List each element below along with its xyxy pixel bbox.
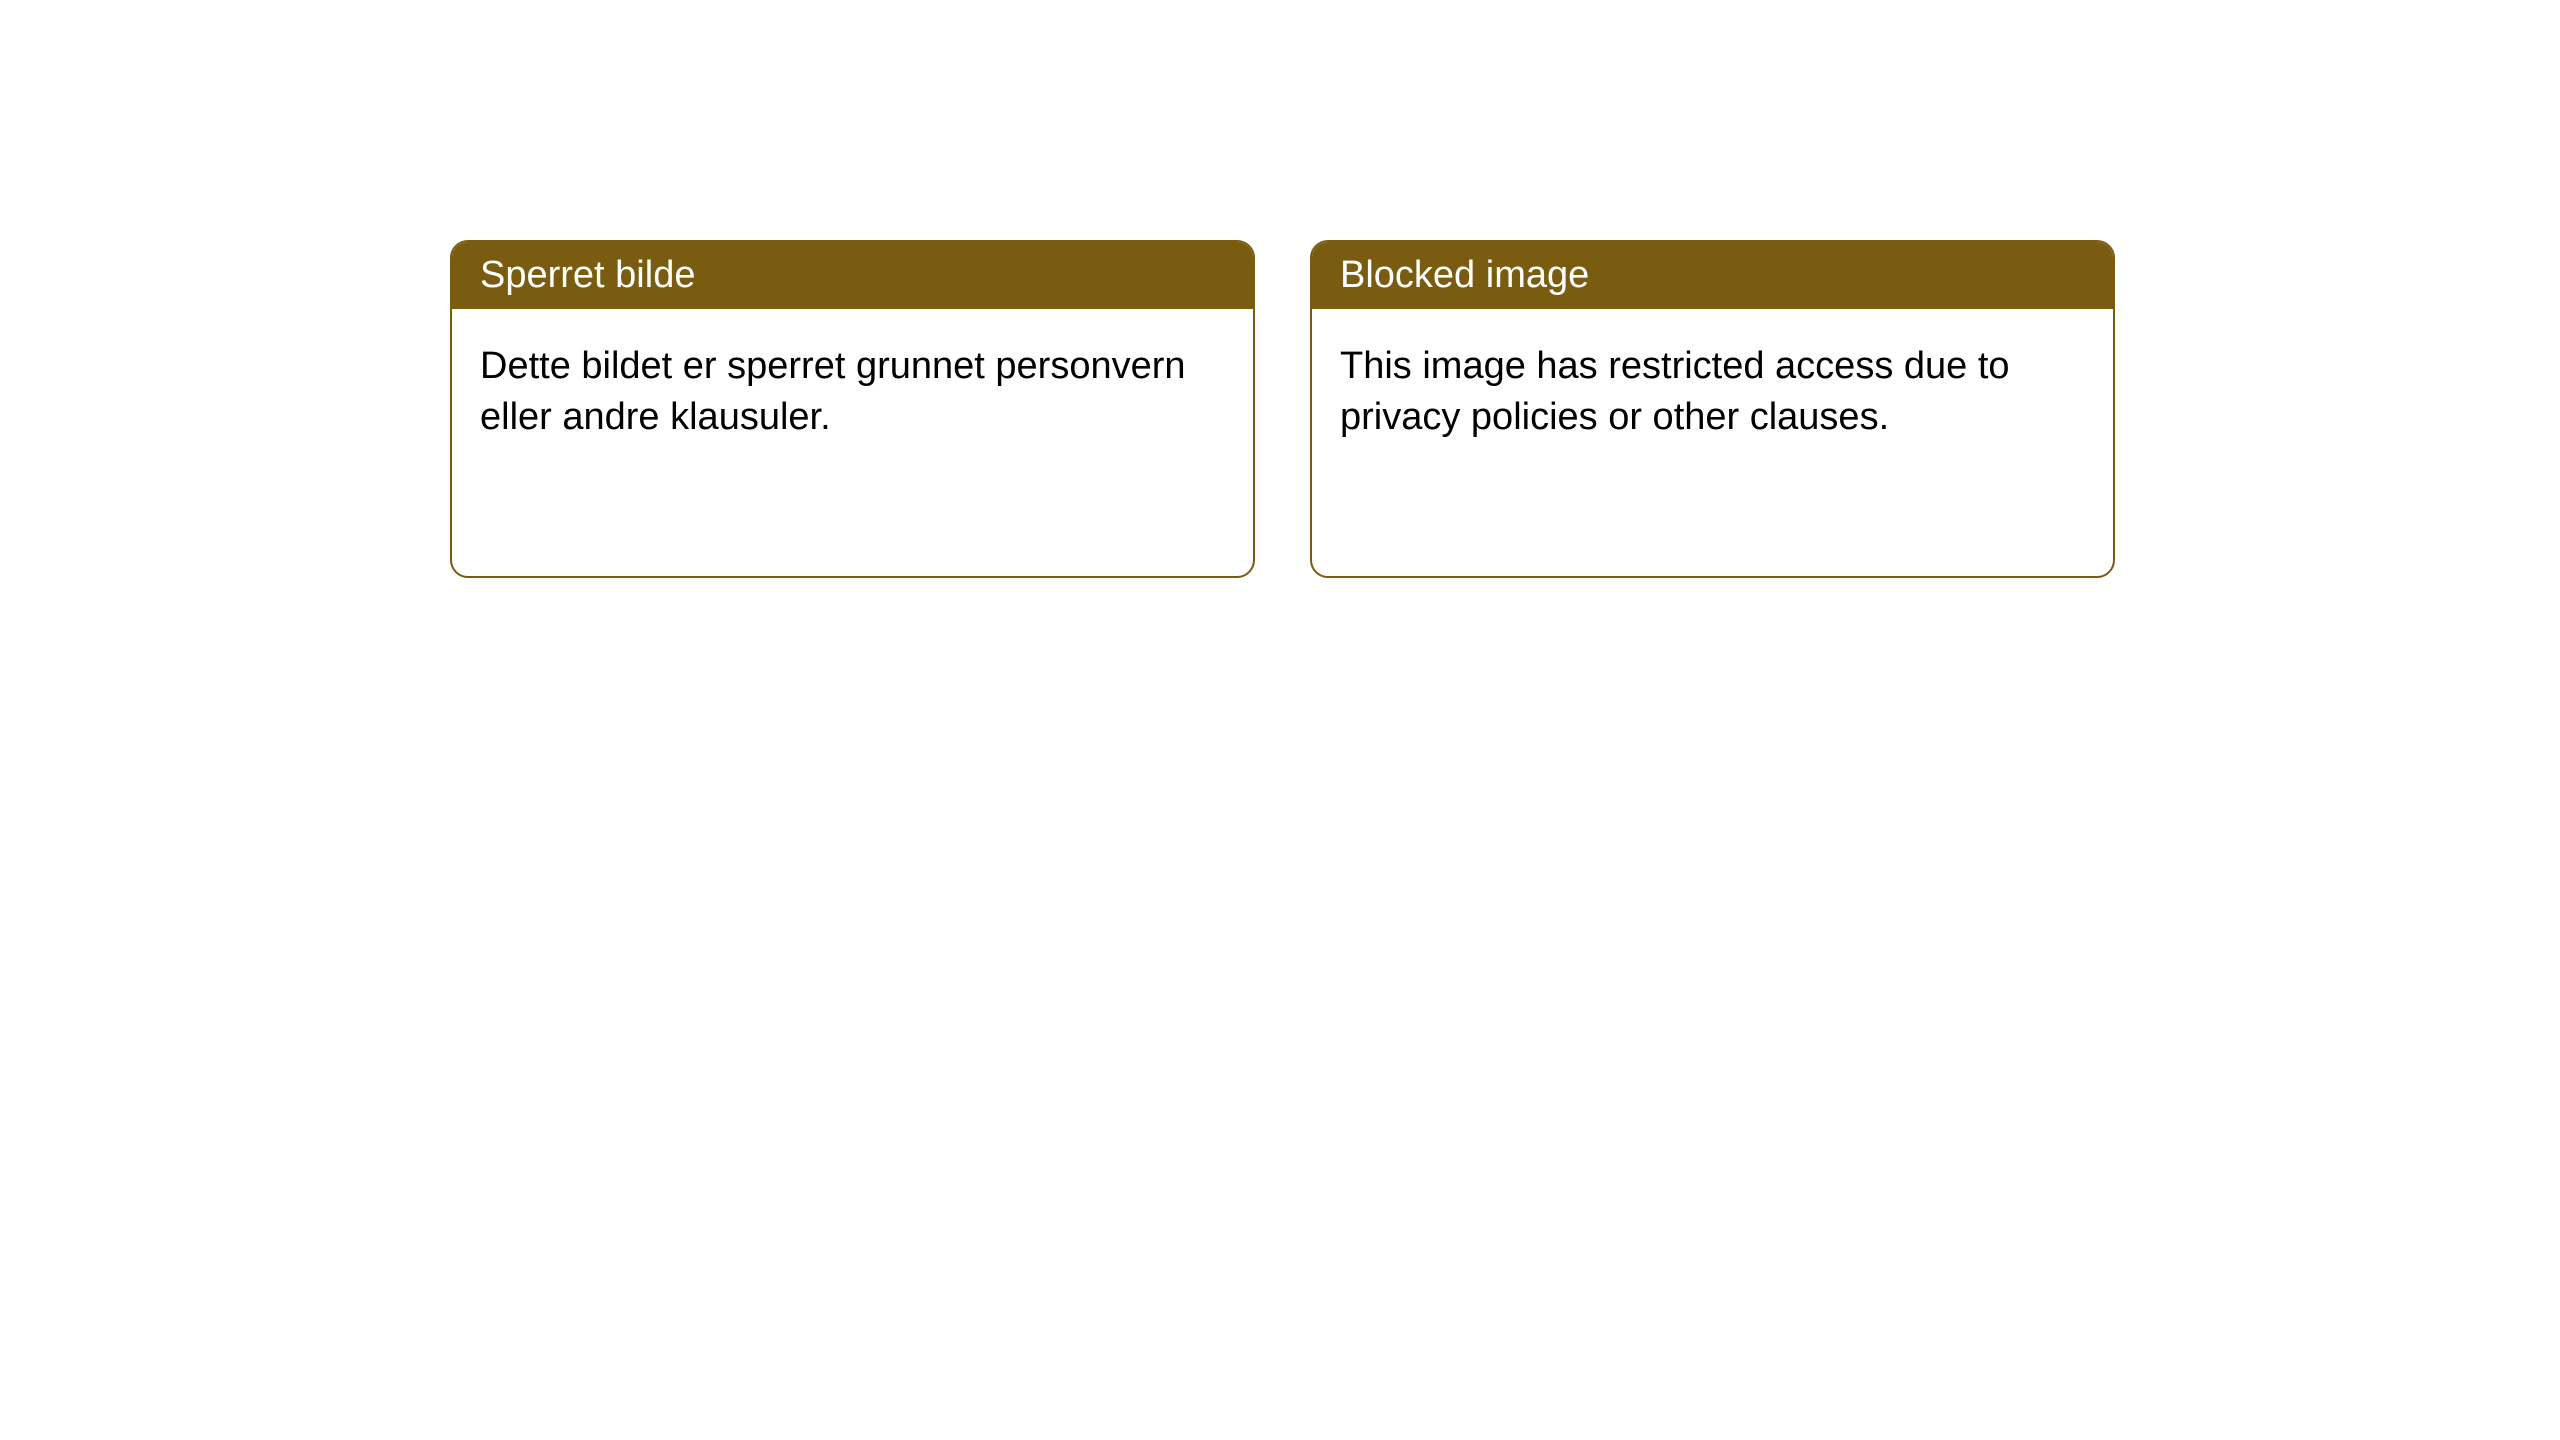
notice-card-norwegian: Sperret bilde Dette bildet er sperret gr… (450, 240, 1255, 578)
notice-container: Sperret bilde Dette bildet er sperret gr… (450, 240, 2115, 578)
notice-body-text: Dette bildet er sperret grunnet personve… (480, 345, 1186, 438)
notice-body-text: This image has restricted access due to … (1340, 345, 2010, 438)
notice-header-text: Blocked image (1340, 254, 1589, 296)
notice-card-english: Blocked image This image has restricted … (1310, 240, 2115, 578)
notice-body: This image has restricted access due to … (1312, 309, 2113, 476)
notice-header: Sperret bilde (452, 242, 1253, 309)
notice-header: Blocked image (1312, 242, 2113, 309)
notice-header-text: Sperret bilde (480, 254, 695, 296)
notice-body: Dette bildet er sperret grunnet personve… (452, 309, 1253, 476)
